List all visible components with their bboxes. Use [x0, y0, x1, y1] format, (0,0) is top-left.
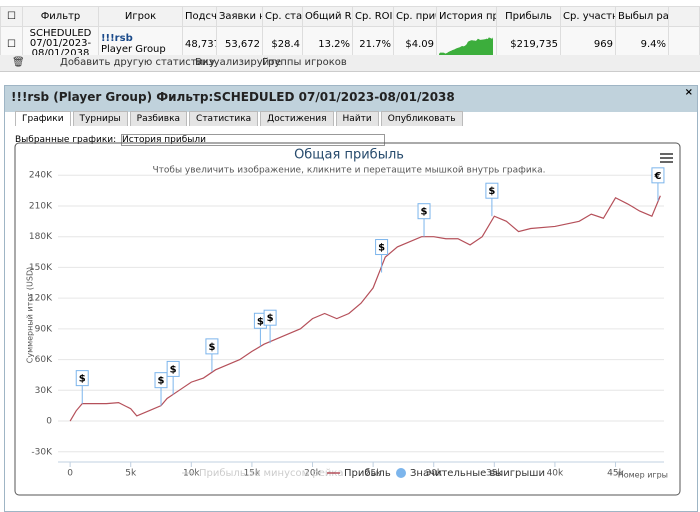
flag [485, 182, 499, 199]
chart-title: Общая прибыль [294, 148, 404, 163]
add-stat[interactable]: Добавить другую статистику [60, 57, 216, 68]
flag [205, 338, 219, 355]
tab[interactable]: Графики [15, 111, 71, 126]
y-tick-label: 90K [35, 324, 53, 334]
flag-label: $ [488, 186, 495, 197]
x-tick-label: 40k [547, 469, 564, 479]
legend-label: Прибыль за минусом рейка [199, 468, 344, 479]
header: Ср. ROI [352, 6, 394, 27]
chart-subtitle: Чтобы увеличить изображение, кликните и … [152, 166, 545, 176]
x-tick-label: 45k [607, 469, 624, 479]
legend-symbol [396, 468, 406, 478]
flag-label: $ [158, 376, 165, 387]
flag-label: $ [170, 364, 177, 375]
flag [75, 370, 89, 387]
panel-title: !!!rsb (Player Group) Фильтр:SCHEDULED 0… [5, 86, 697, 112]
header: Ср. прибы [393, 6, 437, 27]
x-axis-label: Номер игры [618, 471, 668, 480]
chart-select[interactable]: История прибыли [121, 134, 386, 146]
flag [375, 239, 389, 256]
visualize[interactable]: Визуализируйте [195, 57, 282, 68]
header: Выбыл рано [615, 6, 669, 27]
flag [417, 203, 431, 220]
close[interactable]: × [684, 87, 693, 98]
player-groups[interactable]: Группы игроков [262, 57, 347, 68]
player-type: Player Group [101, 44, 166, 55]
flag-label: $ [208, 342, 215, 353]
x-tick-label: 25k [365, 469, 382, 479]
legend-label: Прибыль [344, 468, 391, 479]
flag [651, 167, 665, 184]
flag-label: $ [421, 207, 428, 218]
flag-label: $ [257, 316, 264, 327]
y-tick-label: 180K [29, 232, 53, 242]
flag-label: $ [79, 374, 86, 385]
tab[interactable]: Разбивка [129, 111, 188, 126]
flag [263, 309, 277, 326]
header [668, 6, 700, 27]
x-tick-label: 0 [67, 469, 73, 479]
flag [166, 360, 180, 377]
x-tick-label: 35k [486, 469, 503, 479]
sparkline [439, 37, 493, 57]
trash-icon[interactable]: 🗑 [12, 57, 25, 68]
header: Заявки н [216, 6, 263, 27]
player-link[interactable]: !!!rsb [101, 33, 133, 44]
y-tick-label: 0 [46, 417, 52, 427]
y-tick-label: 150K [29, 263, 53, 273]
flag-label: $ [378, 243, 385, 254]
y-tick-label: 30K [35, 386, 53, 396]
menu-icon[interactable] [660, 153, 673, 163]
tab[interactable]: Турниры [72, 111, 128, 126]
header: Фильтр [22, 6, 99, 27]
flag [154, 372, 168, 389]
tabs: Графики Турниры Разбивка Статистика Достижен… [15, 111, 465, 126]
flag-label: € [653, 171, 661, 182]
flag-label: $ [267, 313, 274, 324]
select-label: Выбранные графики: [15, 135, 117, 145]
sparkline-area [439, 37, 493, 57]
y-tick-label: 60K [35, 355, 53, 365]
tab[interactable]: Достижения [260, 111, 334, 126]
header: Ср. участни [560, 6, 616, 27]
tab[interactable]: Найти [335, 111, 379, 126]
header: Общий ROI [302, 6, 353, 27]
chart-frame [14, 142, 681, 496]
select-row: Выбранные графики: История прибыли [15, 134, 386, 146]
toolbar: 🗑 Добавить другую статистику Визуализиру… [0, 55, 700, 72]
legend-label: Значительные выигрыши [410, 468, 545, 479]
y-axis-label: Суммерный итог (USD) [26, 267, 35, 364]
tab[interactable]: Статистика [189, 111, 259, 126]
y-tick-label: 210K [29, 201, 53, 211]
y-tick-label: 240K [29, 171, 53, 181]
x-tick-label: 20k [304, 469, 321, 479]
header: Прибыль [496, 6, 561, 27]
x-tick-label: 30k [425, 469, 442, 479]
x-tick-label: 15k [244, 469, 261, 479]
tab[interactable]: Опубликовать [380, 111, 463, 126]
x-tick-label: 5k [125, 469, 137, 479]
header: Ср. ставк [262, 6, 303, 27]
y-tick-label: 120K [29, 294, 53, 304]
header: История прибы [436, 6, 497, 27]
y-tick-label: -30K [31, 447, 53, 457]
checkbox[interactable]: ☐ [0, 26, 23, 62]
